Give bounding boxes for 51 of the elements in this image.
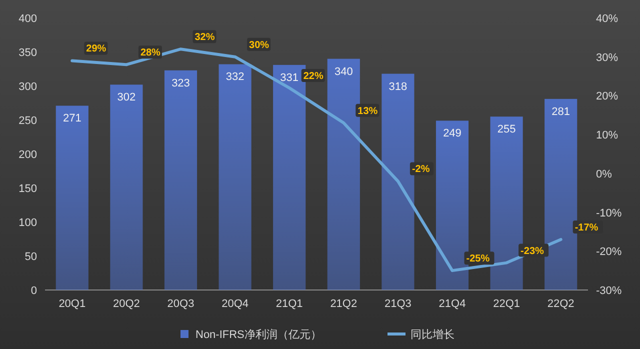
data-label: 271 (62, 112, 82, 125)
data-label: 318 (388, 80, 408, 93)
legend-item: 同比增长 (388, 329, 454, 341)
y2tick: 20% (596, 90, 618, 103)
xtick: 20Q3 (167, 298, 194, 310)
xtick: 21Q3 (384, 298, 412, 310)
y2tick: -10% (596, 207, 622, 220)
y2tick: 0% (596, 168, 612, 180)
data-label: -2% (412, 164, 430, 176)
data-label: 29% (86, 44, 106, 55)
data-label: 255 (497, 124, 516, 136)
y2tick: 10% (596, 130, 618, 142)
ytick: 300 (18, 81, 37, 93)
ytick: 400 (18, 13, 37, 25)
xtick: 22Q2 (547, 298, 574, 310)
data-label: 323 (172, 77, 190, 90)
y2tick: -30% (596, 285, 622, 297)
data-label: -23% (520, 246, 544, 257)
xtick: 20Q1 (58, 298, 86, 310)
xtick: 20Q2 (113, 298, 140, 310)
ytick: 150 (18, 183, 37, 195)
ytick: 350 (18, 47, 37, 59)
data-label: 331 (280, 72, 299, 84)
legend-label: 同比增长 (410, 328, 454, 341)
data-label: 281 (552, 106, 570, 118)
xtick: 21Q4 (438, 298, 466, 310)
ytick: 200 (18, 149, 37, 161)
data-label: 302 (117, 92, 136, 104)
legend-item: Non-IFRS净利润（亿元） (180, 329, 322, 341)
xtick: 21Q2 (330, 298, 358, 310)
xtick: 21Q1 (276, 298, 303, 310)
data-label: 249 (443, 128, 462, 140)
data-label: 22% (303, 70, 324, 82)
y2tick: 40% (596, 13, 618, 25)
data-label: 340 (334, 66, 353, 78)
y2tick: -20% (596, 246, 622, 258)
data-label: 332 (226, 71, 244, 84)
data-label: 30% (249, 40, 270, 51)
data-label: -17% (574, 222, 598, 234)
legend-label: Non-IFRS净利润（亿元） (196, 328, 322, 341)
data-label: 13% (358, 106, 378, 117)
ytick: 250 (18, 115, 37, 127)
ytick: 50 (24, 251, 37, 263)
y2tick: 30% (596, 52, 618, 64)
data-label: 32% (194, 32, 215, 44)
xtick: 20Q4 (222, 298, 248, 310)
ytick: 100 (18, 217, 37, 229)
ytick: 0 (30, 285, 37, 297)
data-label: -25% (466, 254, 490, 265)
data-label: 28% (140, 48, 160, 59)
xtick: 22Q1 (493, 298, 520, 310)
